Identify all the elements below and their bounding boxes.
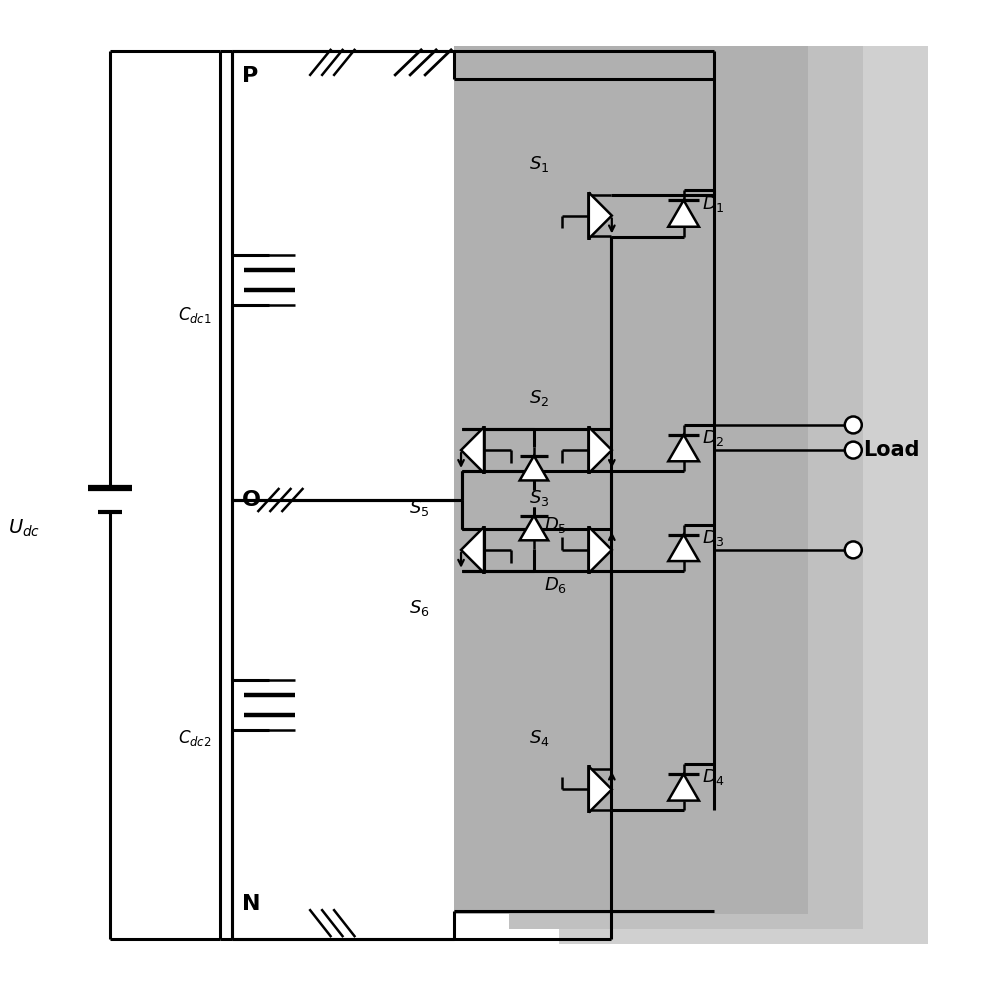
Polygon shape <box>589 427 612 473</box>
Bar <box>509 46 863 929</box>
Text: $U_{dc}$: $U_{dc}$ <box>8 517 40 539</box>
Polygon shape <box>669 535 699 561</box>
Polygon shape <box>589 527 612 573</box>
Text: $S_5$: $S_5$ <box>409 498 429 518</box>
Polygon shape <box>461 427 484 473</box>
Text: $D_5$: $D_5$ <box>544 515 567 535</box>
Text: N: N <box>242 894 260 914</box>
Polygon shape <box>589 766 612 812</box>
Text: $D_3$: $D_3$ <box>702 528 725 548</box>
Text: $S_1$: $S_1$ <box>529 154 549 174</box>
Polygon shape <box>520 516 548 540</box>
Circle shape <box>845 442 862 459</box>
Text: P: P <box>242 66 257 86</box>
Circle shape <box>845 416 862 433</box>
Text: Load: Load <box>863 440 920 460</box>
Polygon shape <box>520 456 548 480</box>
Text: $D_6$: $D_6$ <box>544 575 567 595</box>
Text: $S_2$: $S_2$ <box>529 388 549 408</box>
Text: $D_1$: $D_1$ <box>702 194 725 214</box>
Text: $D_2$: $D_2$ <box>702 428 725 448</box>
Polygon shape <box>461 527 484 573</box>
Text: $S_6$: $S_6$ <box>409 598 430 618</box>
Polygon shape <box>669 774 699 801</box>
Text: $C_{dc2}$: $C_{dc2}$ <box>178 728 212 748</box>
Polygon shape <box>589 193 612 239</box>
Text: $C_{dc1}$: $C_{dc1}$ <box>178 305 212 325</box>
Text: $S_4$: $S_4$ <box>529 728 550 748</box>
Bar <box>559 46 928 944</box>
Bar <box>454 46 808 914</box>
Polygon shape <box>669 200 699 227</box>
Text: O: O <box>242 490 260 510</box>
Text: $S_3$: $S_3$ <box>529 488 549 508</box>
Circle shape <box>845 541 862 558</box>
Polygon shape <box>669 435 699 461</box>
Text: $D_4$: $D_4$ <box>702 767 725 787</box>
